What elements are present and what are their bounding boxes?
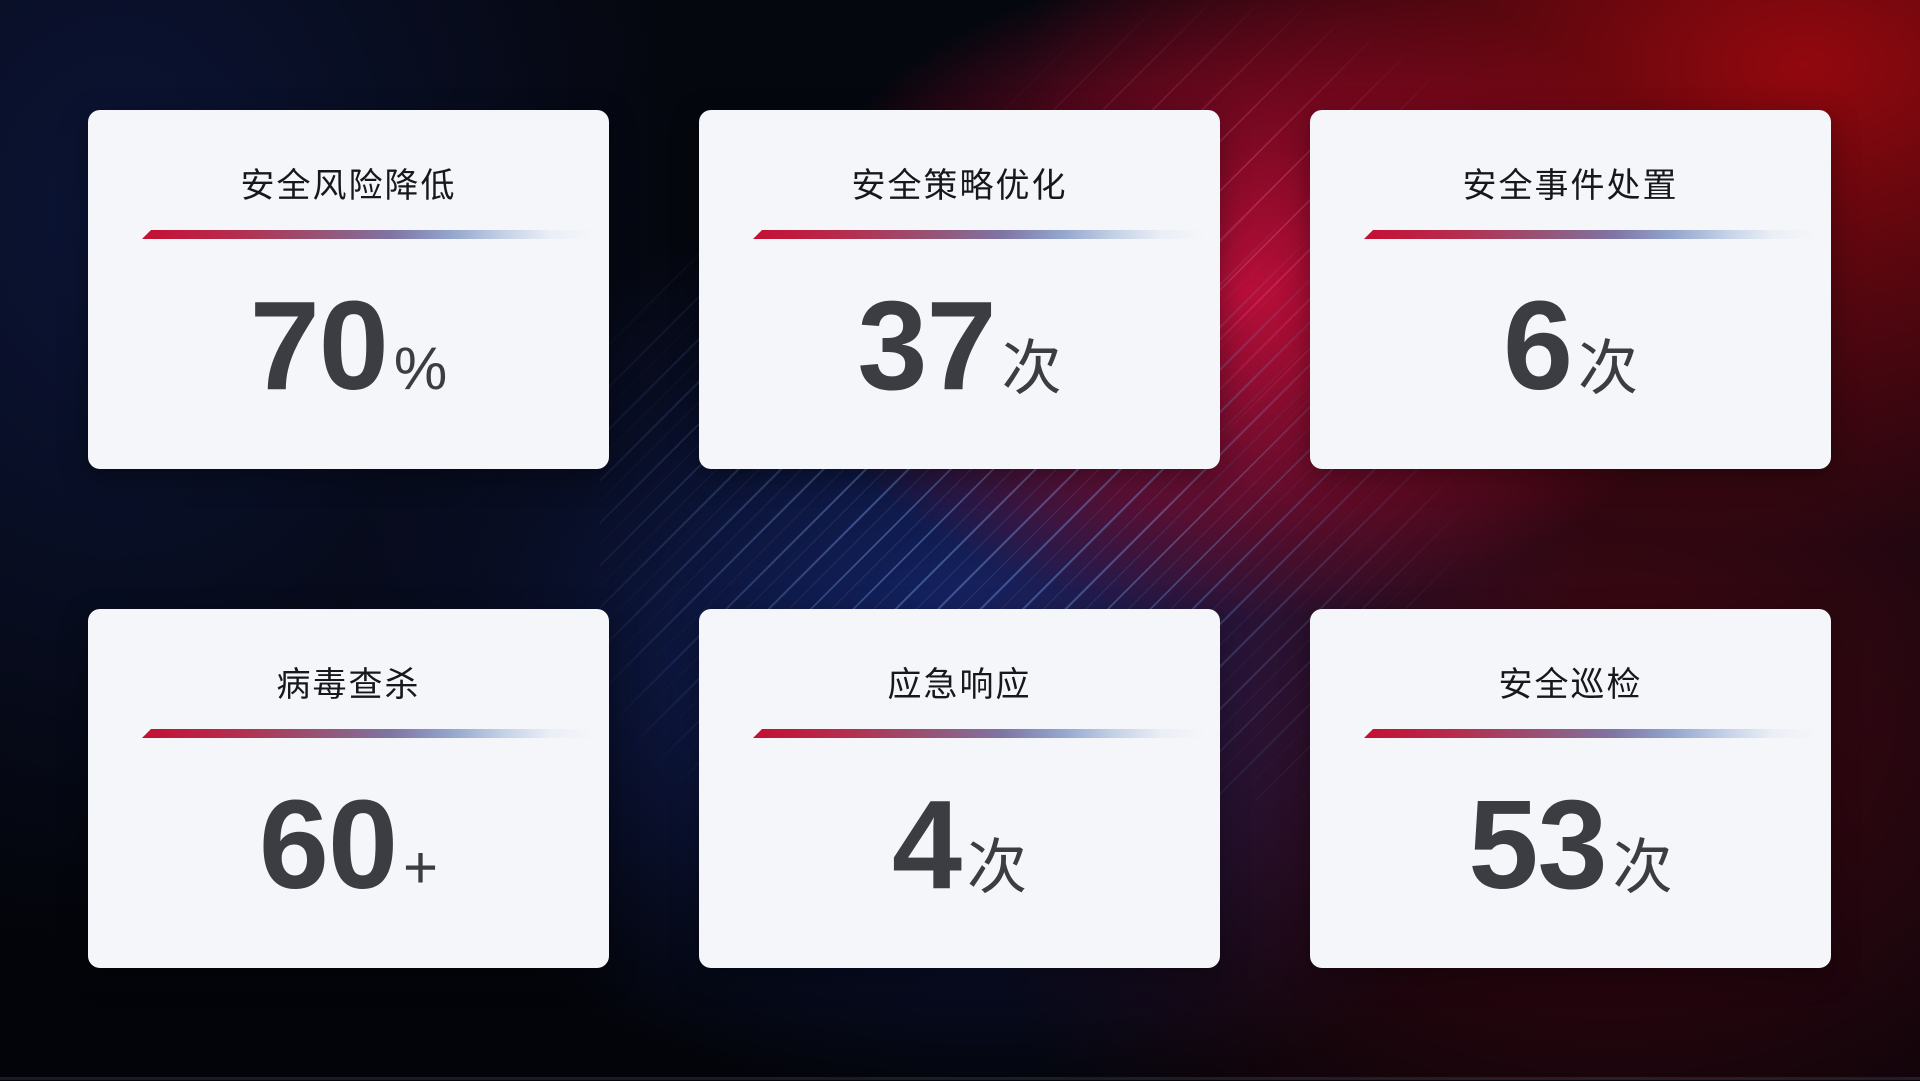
accent-divider — [1364, 230, 1817, 239]
accent-divider — [142, 729, 595, 738]
card-value: 70 — [249, 275, 389, 416]
card-value-row: 60 + — [88, 782, 609, 908]
card-unit: 次 — [1001, 335, 1062, 402]
card-value-row: 37 次 — [699, 283, 1220, 409]
stat-card-security-incident-handling: 安全事件处置 6 次 — [1310, 110, 1831, 469]
stat-card-security-policy-optimization: 安全策略优化 37 次 — [699, 110, 1220, 469]
card-value-row: 4 次 — [699, 782, 1220, 908]
stat-card-virus-scan: 病毒查杀 60 + — [88, 609, 609, 968]
card-title: 安全事件处置 — [1462, 167, 1679, 205]
card-value: 60 — [258, 774, 398, 915]
accent-divider — [753, 729, 1206, 738]
card-value: 37 — [857, 275, 996, 416]
stat-card-security-inspection: 安全巡检 53 次 — [1310, 609, 1831, 968]
card-unit: % — [393, 335, 448, 402]
accent-divider — [753, 230, 1206, 239]
stat-card-emergency-response: 应急响应 4 次 — [699, 609, 1220, 968]
card-title: 安全风险降低 — [240, 167, 457, 205]
accent-divider — [142, 230, 595, 239]
bottom-edge-strip — [0, 1077, 1920, 1080]
card-value-row: 6 次 — [1310, 283, 1831, 409]
card-value: 4 — [891, 774, 962, 915]
stat-card-security-risk-reduction: 安全风险降低 70 % — [88, 110, 609, 469]
card-unit: 次 — [1578, 335, 1639, 402]
card-value-row: 53 次 — [1310, 782, 1831, 908]
card-title: 病毒查杀 — [276, 666, 421, 704]
card-title: 安全策略优化 — [851, 167, 1068, 205]
card-unit: 次 — [1612, 834, 1673, 901]
card-value: 6 — [1502, 275, 1573, 416]
card-title: 应急响应 — [887, 666, 1032, 704]
card-unit: 次 — [967, 834, 1028, 901]
card-title: 安全巡检 — [1498, 666, 1643, 704]
card-unit: + — [403, 834, 439, 901]
card-value-row: 70 % — [88, 283, 609, 409]
accent-divider — [1364, 729, 1817, 738]
card-value: 53 — [1468, 774, 1607, 915]
